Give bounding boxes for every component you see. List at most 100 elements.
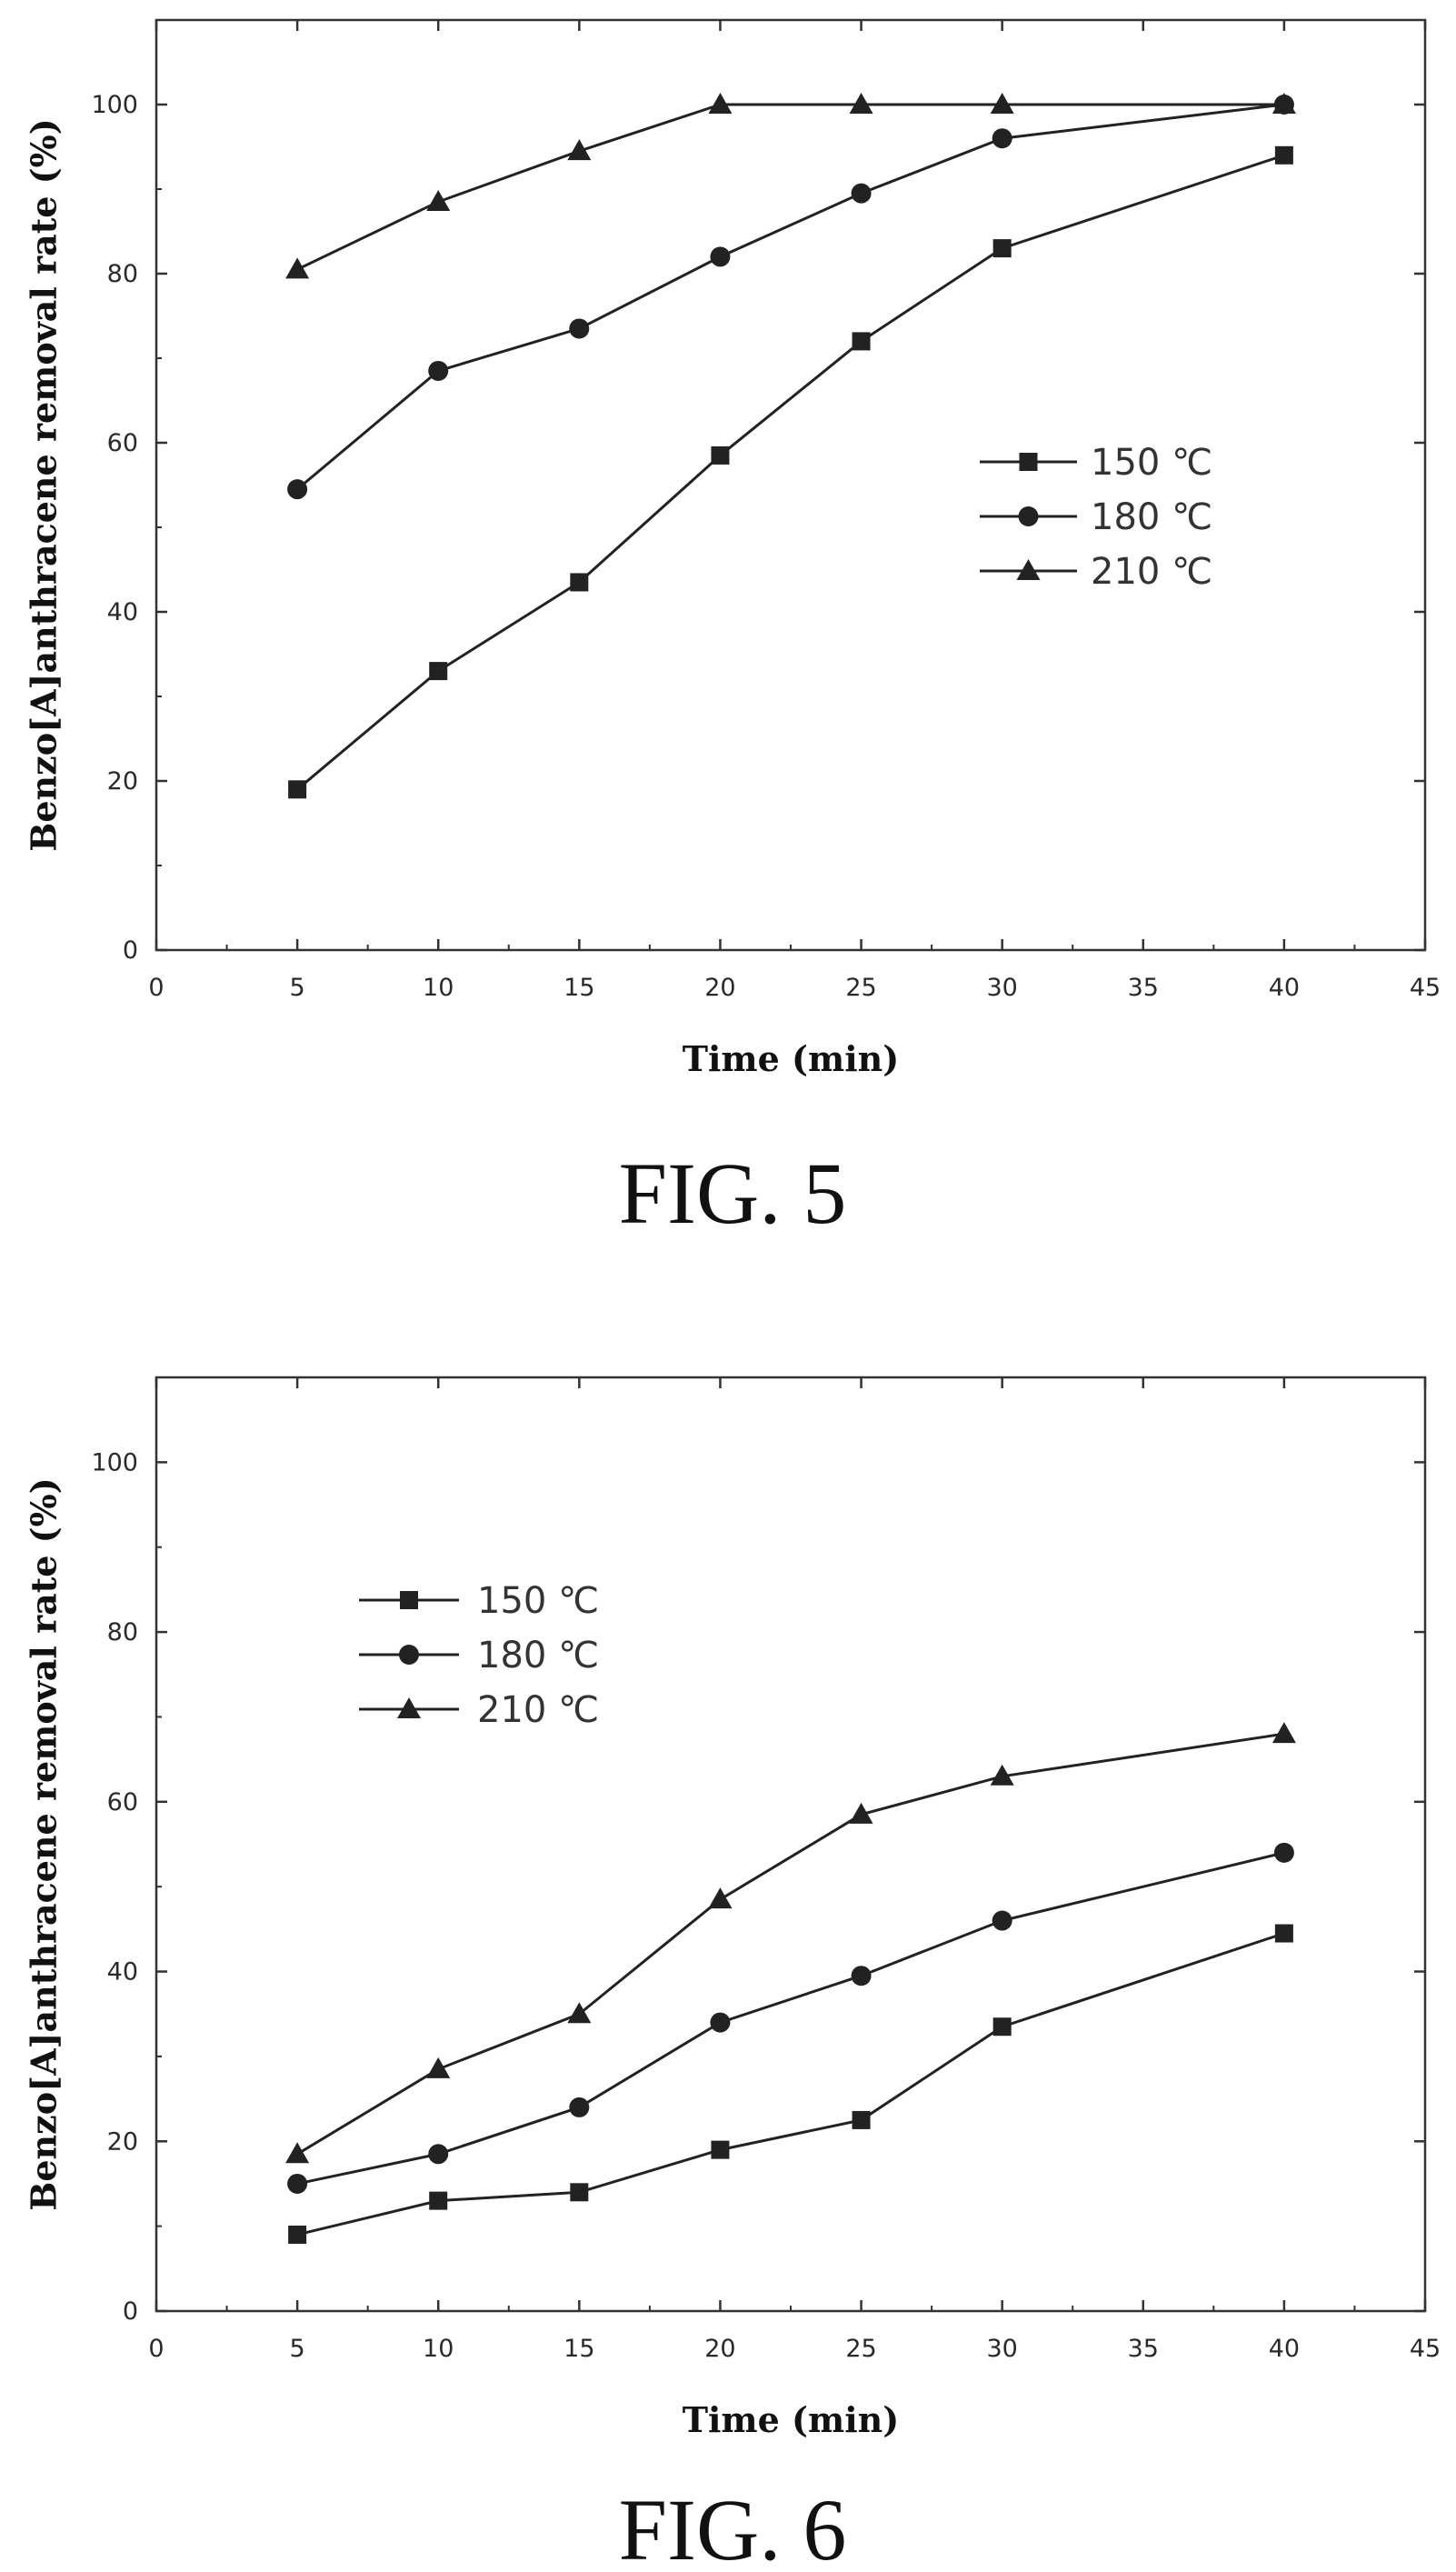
x-tick-label: 20 — [704, 2335, 735, 2363]
data-point — [569, 318, 590, 339]
data-point — [992, 1910, 1012, 1931]
data-point — [287, 2173, 308, 2194]
series-line — [296, 1932, 1285, 2237]
data-point — [288, 780, 307, 799]
data-point — [426, 189, 451, 211]
series-square — [288, 1924, 1293, 2244]
legend-marker — [1019, 453, 1038, 471]
data-point — [285, 2142, 310, 2164]
data-point — [710, 2012, 731, 2033]
data-point — [428, 360, 449, 381]
legend-label: 150 ℃ — [1091, 442, 1212, 484]
series-group — [285, 1722, 1296, 2244]
x-tick-label: 10 — [423, 974, 454, 1002]
data-point — [1274, 145, 1293, 165]
series-circle — [287, 95, 1294, 500]
figure-caption: FIG. 5 — [619, 1145, 847, 1242]
legend-item: 210 ℃ — [980, 551, 1212, 593]
legend: 150 ℃ 180 ℃ 210 ℃ — [359, 1580, 599, 1731]
data-point — [1272, 1722, 1296, 1744]
legend-marker — [1016, 559, 1041, 580]
y-tick-label: 60 — [107, 1788, 138, 1816]
legend-label: 180 ℃ — [1091, 496, 1212, 538]
x-tick-label: 35 — [1128, 974, 1159, 1002]
legend-label: 210 ℃ — [477, 1689, 599, 1731]
chart-fig-5: 0 20 40 60 80 100 0 5 10 15 20 25 30 35 40 45 150 ℃ 180… — [24, 18, 1441, 1242]
data-point — [429, 662, 448, 681]
data-point — [569, 2097, 590, 2117]
data-point — [285, 257, 310, 279]
data-point — [570, 573, 589, 592]
y-tick-label: 0 — [123, 936, 138, 965]
data-point — [708, 93, 733, 114]
series-line — [296, 1732, 1285, 2156]
data-point — [849, 1802, 873, 1824]
y-tick-label: 100 — [91, 91, 138, 119]
x-tick-label: 15 — [563, 2335, 594, 2363]
data-point — [992, 2017, 1012, 2037]
x-tick-label: 25 — [845, 2335, 876, 2363]
legend-label: 180 ℃ — [477, 1635, 599, 1676]
y-tick-label: 40 — [107, 1958, 138, 1987]
legend-item: 150 ℃ — [980, 442, 1212, 484]
data-point — [711, 2140, 730, 2159]
data-point — [992, 128, 1012, 149]
x-tick-label: 25 — [845, 974, 876, 1002]
series-triangle — [285, 1722, 1296, 2164]
y-tick-label: 20 — [107, 767, 138, 796]
series-triangle — [285, 93, 1296, 279]
data-point — [851, 1966, 872, 1987]
y-axis-ticks: 0 20 40 60 80 100 — [91, 1448, 1425, 2326]
figure-caption: FIG. 6 — [619, 2481, 847, 2572]
y-axis-title: Benzo[A]anthracene removal rate (%) — [24, 118, 65, 852]
data-point — [570, 2183, 589, 2202]
x-tick-label: 35 — [1128, 2335, 1159, 2363]
data-point — [567, 139, 592, 161]
data-point — [992, 239, 1012, 258]
data-point — [708, 1887, 733, 1909]
data-point — [710, 246, 731, 267]
x-tick-label: 30 — [986, 974, 1017, 1002]
x-tick-label: 0 — [148, 2335, 164, 2363]
data-point — [1274, 1924, 1293, 1943]
series-group — [285, 93, 1296, 799]
x-tick-label: 10 — [423, 2335, 454, 2363]
legend-label: 210 ℃ — [1091, 551, 1212, 593]
x-tick-label: 5 — [290, 974, 305, 1002]
y-axis-ticks: 0 20 40 60 80 100 — [91, 91, 1425, 965]
y-tick-label: 40 — [107, 598, 138, 626]
x-tick-label: 20 — [704, 974, 735, 1002]
data-point — [1273, 1842, 1294, 1863]
data-point — [428, 2144, 449, 2165]
y-tick-label: 20 — [107, 2127, 138, 2156]
data-point — [990, 93, 1014, 114]
legend-item: 180 ℃ — [359, 1635, 599, 1676]
y-tick-label: 60 — [107, 429, 138, 457]
y-tick-label: 0 — [123, 2297, 138, 2326]
y-tick-label: 100 — [91, 1448, 138, 1476]
data-point — [1272, 93, 1296, 114]
x-axis-ticks: 0 5 10 15 20 25 30 35 40 45 — [148, 1377, 1441, 2363]
data-point — [567, 2002, 592, 2024]
data-point — [852, 332, 871, 351]
data-point — [288, 2225, 307, 2244]
x-tick-label: 45 — [1410, 974, 1441, 1002]
plot-frame — [155, 18, 1427, 952]
series-line — [296, 103, 1285, 491]
x-axis-title: Time (min) — [683, 1038, 900, 1079]
legend-marker — [399, 1645, 419, 1665]
series-square — [288, 145, 1293, 799]
x-tick-label: 5 — [290, 2335, 305, 2363]
x-tick-label: 0 — [148, 974, 164, 1002]
x-axis-ticks: 0 5 10 15 20 25 30 35 40 45 — [148, 20, 1441, 1002]
data-point — [426, 2057, 451, 2078]
legend-item: 210 ℃ — [359, 1689, 599, 1731]
data-point — [852, 2110, 871, 2129]
legend-item: 180 ℃ — [980, 496, 1212, 538]
x-tick-label: 45 — [1410, 2335, 1441, 2363]
data-point — [990, 1764, 1014, 1786]
y-tick-label: 80 — [107, 260, 138, 288]
legend-label: 150 ℃ — [477, 1580, 599, 1622]
x-axis-title: Time (min) — [683, 2399, 900, 2440]
